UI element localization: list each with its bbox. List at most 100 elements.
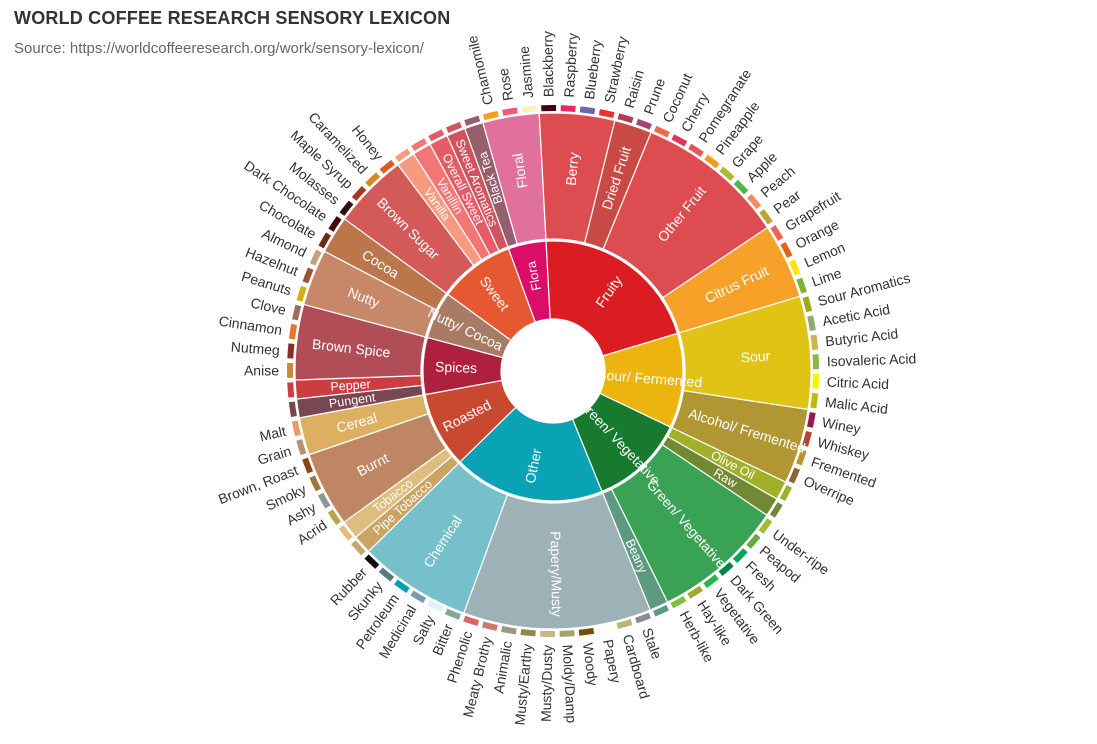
descriptor-orange-band[interactable] (780, 241, 793, 258)
descriptor-overripe-band[interactable] (788, 467, 800, 484)
descriptor-raspberry-band[interactable] (560, 105, 576, 112)
descriptor-vanillin-band[interactable] (411, 138, 428, 151)
descriptor-dark-green-band[interactable] (718, 561, 734, 577)
descriptor-under-ripe-band[interactable] (758, 518, 773, 534)
descriptor-animalic-band[interactable] (501, 625, 517, 635)
descriptor-nutmeg-band[interactable] (287, 343, 295, 359)
descriptor-grape-band[interactable] (719, 166, 735, 181)
descriptor-overall-sweet-band[interactable] (428, 129, 445, 142)
descriptor-salty-band[interactable] (427, 600, 444, 613)
descriptor-herb-like-band[interactable] (670, 595, 687, 609)
descriptor-almond-band[interactable] (309, 249, 322, 266)
descriptor-hay-like-band[interactable] (687, 585, 703, 599)
descriptor-clove-band[interactable] (292, 304, 302, 321)
subcategory-sweet-aromatics[interactable] (446, 127, 509, 252)
descriptor-grapefruit-band[interactable] (770, 225, 784, 241)
descriptor-honey-band[interactable] (379, 159, 395, 174)
descriptor-blackberry-band[interactable] (541, 105, 557, 112)
descriptor-moldy-damp-band[interactable] (559, 630, 575, 637)
descriptor-jasmine-band[interactable] (521, 105, 537, 113)
descriptor-raisin-band[interactable] (617, 113, 634, 124)
descriptor-vegetative-band[interactable] (703, 574, 719, 589)
chart-subtitle: Source: https://worldcoffeeresearch.org/… (14, 40, 424, 57)
descriptor-raw-band[interactable] (769, 502, 783, 518)
descriptor-prune-band[interactable] (636, 118, 652, 130)
descriptor-citric-acid-band[interactable] (812, 373, 819, 389)
descriptor-ring (287, 105, 819, 637)
subcategory-label-pepper: Pepper (330, 377, 371, 394)
descriptor-strawberry-band[interactable] (598, 109, 615, 119)
descriptor-isovaleric-acid-band[interactable] (812, 354, 819, 370)
category-label-spices: Spices (435, 358, 478, 376)
descriptor-phenolic-band[interactable] (463, 615, 480, 627)
descriptor-label-papery: Papery (600, 638, 625, 685)
descriptor-pipe-tobacco-band[interactable] (351, 540, 366, 556)
descriptor-fremented-band[interactable] (796, 449, 807, 466)
descriptor-pepper-band[interactable] (287, 382, 295, 398)
descriptor-butyric-acid-band[interactable] (810, 334, 819, 351)
descriptor-rose-band[interactable] (502, 107, 518, 116)
descriptor-label-woody: Woody (580, 642, 601, 687)
descriptor-medicinal-band[interactable] (410, 590, 427, 604)
descriptor-peach-band[interactable] (747, 193, 762, 210)
descriptor-hazelnut-band[interactable] (302, 267, 314, 284)
descriptor-fresh-band[interactable] (732, 548, 748, 563)
descriptor-chocolate-band[interactable] (318, 232, 332, 249)
descriptor-lemon-band[interactable] (789, 259, 801, 276)
descriptor-lime-band[interactable] (796, 277, 807, 294)
descriptor-anise-band[interactable] (287, 362, 294, 378)
descriptor-skunky-band[interactable] (378, 567, 395, 582)
descriptor-caramelized-band[interactable] (365, 172, 381, 187)
descriptor-sweet-aromatics-band[interactable] (445, 121, 462, 133)
descriptor-label-musty-dusty: Musty/Dusty (538, 645, 556, 722)
descriptor-peanuts-band[interactable] (296, 285, 307, 302)
descriptor-woody-band[interactable] (578, 627, 595, 636)
descriptor-cinnamon-band[interactable] (288, 323, 298, 340)
descriptor-pear-band[interactable] (759, 209, 773, 225)
descriptor-whiskey-band[interactable] (802, 430, 812, 447)
descriptor-brown-roast-band[interactable] (302, 457, 314, 474)
descriptor-blueberry-band[interactable] (579, 106, 596, 115)
descriptor-bitter-band[interactable] (444, 608, 461, 620)
descriptor-stale-band[interactable] (635, 612, 651, 624)
descriptor-coconut-band[interactable] (654, 125, 670, 138)
descriptor-sour-aromatics-band[interactable] (802, 296, 813, 313)
descriptor-musty-dusty-band[interactable] (540, 630, 556, 637)
descriptor-maple-syrup-band[interactable] (351, 185, 367, 201)
descriptor-beany-band[interactable] (653, 604, 669, 617)
descriptor-meaty-brothy-band[interactable] (481, 621, 498, 631)
descriptor-apple-band[interactable] (733, 179, 749, 195)
descriptor-winey-band[interactable] (807, 412, 816, 428)
descriptor-malt-band[interactable] (291, 420, 301, 437)
descriptor-pomegranate-band[interactable] (688, 143, 704, 157)
descriptor-smoky-band[interactable] (309, 475, 322, 492)
descriptor-papery-band[interactable] (597, 624, 614, 634)
descriptor-label-isovaleric-acid: Isovaleric Acid (827, 350, 917, 369)
descriptor-black-tea-band[interactable] (464, 115, 481, 126)
descriptor-musty-earthy-band[interactable] (520, 629, 536, 637)
descriptor-pineapple-band[interactable] (704, 154, 720, 169)
descriptor-cherry-band[interactable] (671, 134, 688, 147)
descriptor-ashy-band[interactable] (317, 492, 331, 509)
descriptor-acetic-acid-band[interactable] (807, 315, 816, 331)
descriptor-malic-acid-band[interactable] (810, 393, 819, 409)
category-label-other: Other (522, 447, 545, 485)
descriptor-label-blackberry: Blackberry (539, 31, 556, 97)
descriptor-pungent-band[interactable] (288, 401, 297, 418)
descriptor-petroleum-band[interactable] (394, 579, 410, 593)
descriptor-label-animalic: Animalic (490, 640, 515, 695)
descriptor-dark-chocolate-band[interactable] (328, 216, 342, 232)
descriptor-grain-band[interactable] (296, 439, 307, 456)
descriptor-tobacco-band[interactable] (338, 525, 353, 541)
descriptor-olive-oil-band[interactable] (779, 485, 793, 501)
category-label-sour-fermented: Sour/ Fermented (597, 366, 703, 390)
descriptor-peapod-band[interactable] (746, 533, 761, 549)
descriptor-molasses-band[interactable] (339, 200, 354, 216)
descriptor-rubber-band[interactable] (364, 554, 380, 569)
descriptor-chamomile-band[interactable] (483, 110, 499, 121)
descriptor-acrid-band[interactable] (327, 509, 341, 525)
descriptor-vanilla-band[interactable] (395, 148, 411, 162)
subcategory-label-sour: Sour (740, 347, 771, 365)
descriptor-cardboard-band[interactable] (616, 619, 633, 629)
